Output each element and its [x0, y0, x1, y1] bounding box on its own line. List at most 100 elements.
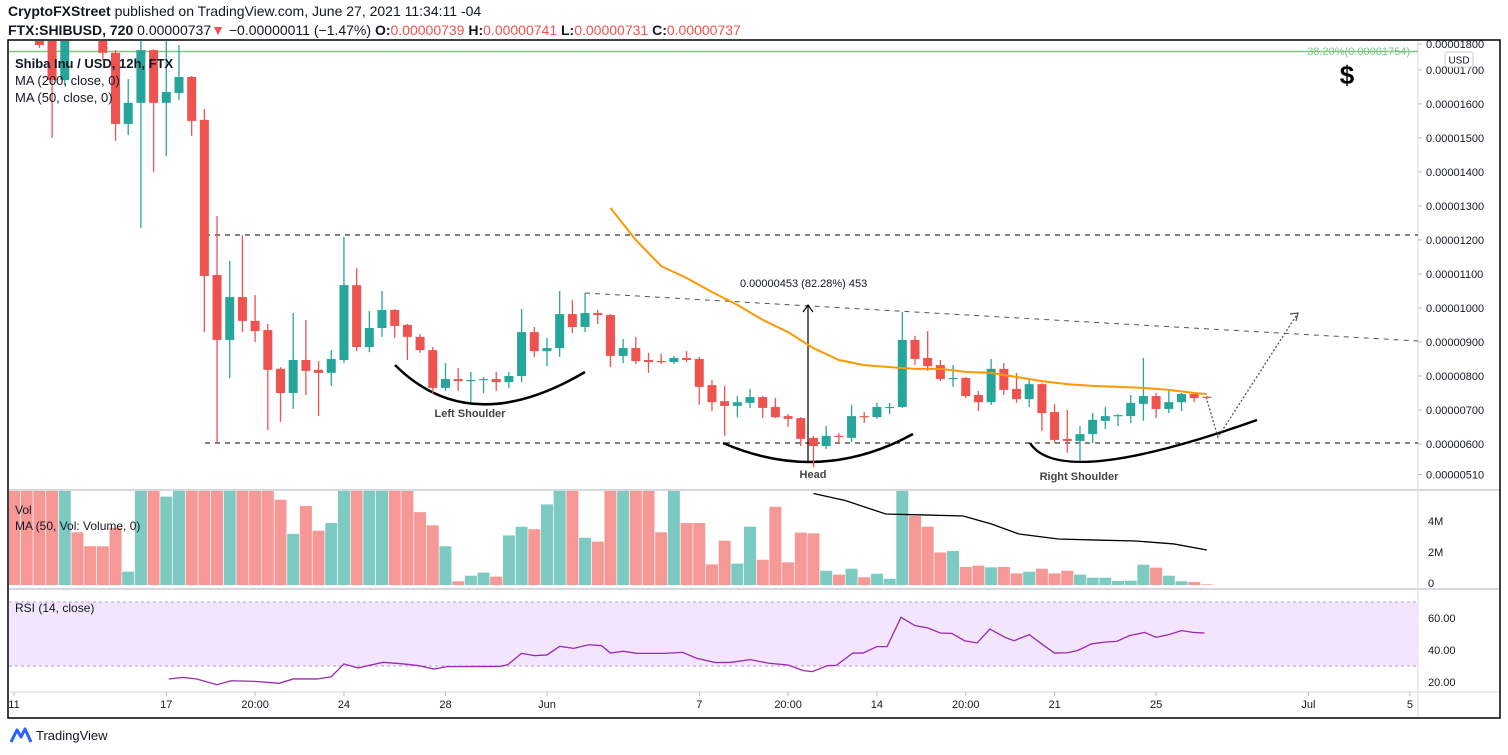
candle: [73, 0, 82, 36]
price-tick-label: 0.00001400: [1426, 167, 1484, 179]
candle: [999, 363, 1009, 396]
volume-bar: [122, 571, 135, 585]
candle: [10, 0, 19, 26]
time-tick-label: 25: [1150, 699, 1162, 711]
candle-body: [263, 330, 273, 370]
volume-bar: [109, 527, 122, 585]
candle-body: [250, 320, 260, 332]
rsi-pane[interactable]: [168, 616, 1205, 686]
candle: [364, 311, 374, 353]
candle-body: [73, 19, 82, 29]
candle: [910, 335, 920, 366]
candle: [187, 75, 197, 136]
candle: [834, 433, 844, 444]
legend-title[interactable]: Shiba Inu / USD, 12h, FTX: [15, 56, 174, 71]
candle: [479, 376, 489, 393]
volume-bar: [439, 546, 452, 585]
candle: [973, 390, 983, 412]
candle-body: [1176, 394, 1186, 403]
price-tick-label: 0.00001100: [1426, 269, 1483, 281]
measure-label: 0.00000453 (82.28%) 453: [740, 278, 867, 290]
candle: [745, 388, 755, 408]
candle-body: [618, 348, 628, 356]
candle-body: [1151, 396, 1161, 409]
candle: [149, 49, 159, 172]
low-label: L:: [561, 22, 575, 38]
candle-body: [161, 91, 171, 103]
volume-bar: [490, 576, 503, 585]
candle: [34, 41, 44, 48]
candle-body: [314, 369, 324, 373]
candle-body: [390, 309, 400, 326]
volume-bar: [299, 505, 312, 585]
volume-bar: [642, 491, 655, 585]
volume-pane[interactable]: [8, 484, 1213, 585]
legend-vol[interactable]: Vol: [15, 503, 32, 517]
volume-bar: [249, 491, 262, 585]
candle-body: [961, 378, 971, 397]
volume-bar: [934, 552, 947, 585]
volume-bar: [96, 546, 109, 585]
brand-name: TradingView: [36, 727, 108, 743]
candle: [580, 292, 590, 333]
legend-vol-ma[interactable]: MA (50, Vol: Volume, 0): [15, 519, 140, 533]
candle: [1062, 409, 1072, 453]
publisher-name[interactable]: CryptoFXStreet: [8, 3, 111, 19]
legend-rsi[interactable]: RSI (14, close): [15, 601, 94, 615]
candle-body: [453, 379, 463, 382]
time-tick-label: 17: [160, 699, 172, 711]
candle-body: [821, 435, 831, 447]
close-label: C:: [652, 22, 667, 38]
candle-body: [352, 285, 362, 348]
candle: [567, 300, 577, 334]
price-axis[interactable]: 0.00001800 0.00001700 0.00001600 0.00001500…: [1418, 39, 1484, 482]
candle: [123, 79, 133, 136]
time-tick-label: 24: [338, 699, 350, 711]
volume-bar: [705, 564, 718, 585]
high-label: H:: [468, 22, 484, 38]
candle: [275, 367, 285, 422]
candle: [86, 0, 95, 36]
candle-body: [1024, 384, 1034, 400]
right-shoulder-label: Right Shoulder: [1040, 471, 1120, 483]
candle-body: [504, 375, 514, 383]
candle-body: [834, 435, 844, 438]
candle-body: [98, 41, 108, 53]
candle: [542, 337, 552, 367]
currency-badge[interactable]: [1444, 51, 1474, 68]
candle: [631, 336, 641, 365]
time-axis[interactable]: 11 17 20:00 24 28 Jun 7 20:00 14 20:00 21 25 Jul 5: [8, 692, 1413, 711]
time-tick-label: 20:00: [241, 699, 269, 711]
candle-body: [1088, 419, 1098, 435]
candle: [1126, 395, 1136, 423]
time-tick-label: 5: [1407, 699, 1413, 711]
candle-body: [732, 402, 742, 406]
candle: [174, 45, 184, 101]
candle: [770, 398, 780, 419]
volume-bar: [414, 512, 427, 585]
candle-body: [136, 50, 146, 103]
candle-body: [770, 406, 780, 418]
candle: [961, 376, 971, 399]
volume-bar: [223, 491, 236, 585]
price-tick-label: 0.00001600: [1426, 99, 1484, 111]
low-value: 0.00000731: [574, 22, 649, 38]
volume-bar: [1124, 580, 1137, 585]
footer-brand[interactable]: TradingView: [10, 727, 108, 743]
candle-body: [897, 339, 907, 407]
candle-body: [808, 437, 818, 447]
candle: [555, 290, 565, 357]
price-pane[interactable]: 0.00000453 (82.28%) 453 Left Shoulder He…: [9, 0, 1418, 483]
candle: [885, 402, 895, 415]
candle: [440, 363, 450, 391]
volume-bar: [1073, 574, 1086, 585]
legend-ma200[interactable]: MA (200, close, 0): [15, 73, 120, 88]
legend-ma50[interactable]: MA (50, close, 0): [15, 90, 113, 105]
volume-bar: [832, 574, 845, 585]
volume-bar: [883, 578, 896, 585]
candle: [1100, 406, 1110, 430]
candle-body: [923, 357, 933, 367]
projection-path: [1205, 312, 1299, 439]
candle-body: [199, 119, 209, 276]
